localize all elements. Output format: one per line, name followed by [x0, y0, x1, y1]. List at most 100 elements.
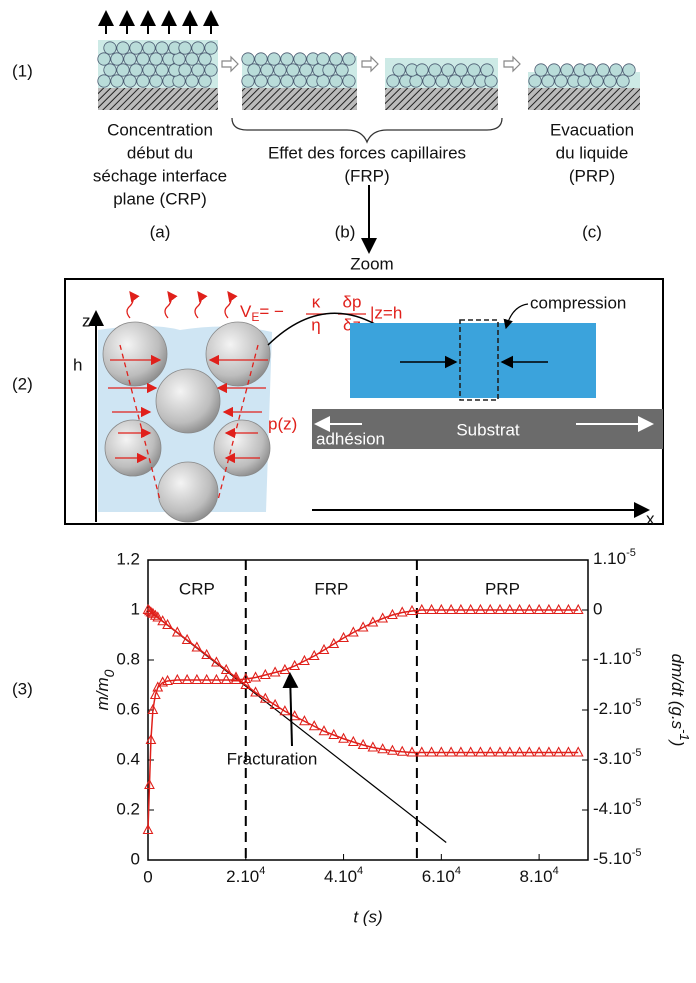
marker: [328, 637, 340, 649]
particle: [329, 52, 343, 66]
marker: [445, 746, 457, 757]
label-part: 8.10: [520, 867, 553, 886]
marker: [504, 746, 516, 757]
marker: [240, 678, 252, 690]
particle: [616, 74, 630, 88]
pressure-arrows: [108, 290, 268, 501]
panel-label: (1): [12, 61, 33, 80]
x-tick-label: 0: [143, 867, 152, 886]
region-label: CRP: [179, 579, 215, 598]
marker: [523, 603, 535, 615]
caption: (PRP): [569, 166, 615, 185]
y2-tick-label: -2.10-5: [593, 697, 642, 719]
particle: [198, 52, 212, 66]
marker: [543, 746, 555, 757]
particle: [316, 74, 330, 88]
particle: [335, 63, 349, 77]
particle: [97, 52, 111, 66]
marker: [318, 643, 330, 655]
marker: [484, 746, 496, 757]
marker: [230, 671, 242, 682]
particle: [178, 41, 192, 55]
particle: [528, 74, 542, 88]
x-tick-label: 8.104: [520, 865, 559, 887]
series-line: [147, 609, 579, 831]
marker: [572, 746, 584, 757]
particle: [435, 74, 449, 88]
label-part: 2.10: [226, 867, 259, 886]
axis-label: x: [646, 509, 655, 528]
particle: [583, 63, 597, 77]
marker: [396, 606, 408, 617]
marker: [523, 746, 535, 757]
marker: [455, 746, 467, 757]
particle: [136, 52, 150, 66]
y-tick-label: 0: [131, 849, 140, 868]
height-label: h: [73, 355, 82, 374]
marker: [406, 604, 418, 616]
marker: [465, 603, 477, 615]
marker: [259, 692, 271, 703]
marker: [171, 626, 183, 637]
stage-letter: (b): [335, 222, 356, 241]
marker: [426, 746, 437, 757]
marker: [357, 738, 369, 750]
marker: [152, 681, 164, 692]
pressure-label: p(z): [268, 414, 297, 433]
axis-label: z: [82, 311, 91, 330]
marker: [250, 686, 261, 697]
particle: [116, 41, 130, 55]
label-part: -5.10: [593, 849, 632, 868]
marker: [328, 728, 340, 740]
particle: [428, 63, 442, 77]
label-part: 0: [101, 669, 117, 677]
particle: [590, 74, 604, 88]
marker: [145, 606, 157, 617]
particle: [480, 63, 494, 77]
y2-tick-label: 1.10-5: [593, 547, 636, 569]
particle: [254, 74, 268, 88]
particle: [241, 74, 255, 88]
particle: [441, 63, 455, 77]
particle: [554, 74, 568, 88]
particle: [123, 74, 137, 88]
particle: [241, 52, 255, 66]
particle: [103, 41, 117, 55]
y-tick-label: 0.6: [116, 699, 140, 718]
particle: [484, 74, 498, 88]
particle: [299, 63, 313, 77]
marker: [299, 654, 310, 666]
caption: début du: [127, 143, 193, 162]
marker: [416, 603, 428, 615]
marker: [211, 673, 222, 685]
label-part: -5: [632, 697, 642, 709]
marker: [572, 603, 584, 615]
marker: [377, 612, 389, 623]
particle: [280, 74, 294, 88]
particle: [198, 74, 212, 88]
particle: [560, 63, 574, 77]
substrate: [242, 88, 357, 110]
caption: séchage interface: [93, 166, 227, 185]
marker: [475, 746, 486, 757]
label-part: 4.10: [324, 867, 357, 886]
label-part: 4: [259, 865, 265, 877]
label-part: -5: [626, 547, 636, 559]
marker: [338, 631, 349, 643]
panel-1: (1) Concentration début du séchage inter…: [12, 10, 640, 273]
marker: [240, 672, 252, 684]
particle: [149, 52, 163, 66]
label-part: -3.10: [593, 749, 632, 768]
marker: [445, 603, 457, 615]
substrate: [385, 88, 498, 110]
particle: [422, 74, 436, 88]
particle: [178, 63, 192, 77]
caption: Effet des forces capillaires: [268, 143, 466, 162]
marker: [157, 615, 169, 626]
marker: [563, 603, 574, 615]
label-part: dm/dt (g.s: [668, 654, 687, 730]
particle: [110, 52, 124, 66]
marker: [191, 673, 203, 685]
marker: [494, 746, 506, 757]
particle: [454, 63, 468, 77]
